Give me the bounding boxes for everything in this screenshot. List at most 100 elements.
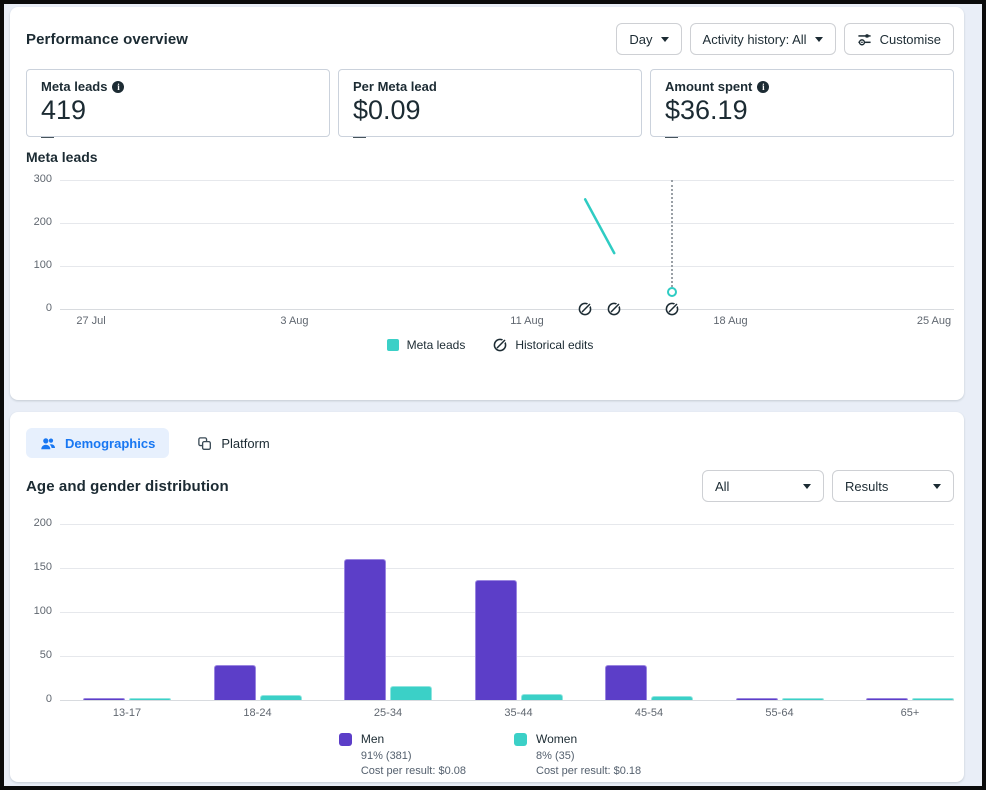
x-tick-label: 11 Aug — [510, 315, 543, 327]
leads-line — [26, 180, 954, 309]
bar-men-55-64[interactable] — [736, 698, 778, 700]
info-icon[interactable]: i — [112, 81, 124, 93]
x-tick-label: 65+ — [901, 707, 920, 719]
legend-item-meta-leads: Meta leads — [387, 338, 466, 352]
bar-women-45-54[interactable] — [651, 696, 693, 700]
historical-edit-icon[interactable] — [607, 302, 621, 316]
legend-label: Men — [361, 732, 466, 746]
bar-women-55-64[interactable] — [782, 698, 824, 700]
metric-card-meta-leads[interactable]: Meta leads i 419 — — [26, 69, 330, 137]
legend-item-women: Women 8% (35) Cost per result: $0.18 — [514, 732, 641, 779]
performance-overview-panel: Performance overview Day Activity histor… — [10, 7, 964, 400]
section-header: Age and gender distribution All Results — [26, 470, 954, 502]
metric-label: Amount spent — [665, 79, 752, 94]
metric-card-amount-spent[interactable]: Amount spent i $36.19 — — [650, 69, 954, 137]
meta-leads-chart: 300200100027 Jul3 Aug11 Aug18 Aug25 Aug — [26, 180, 954, 328]
data-point-marker[interactable] — [667, 287, 677, 297]
meta-leads-swatch — [387, 339, 399, 351]
bar-women-13-17[interactable] — [129, 698, 171, 700]
age-gender-chart: 20015010050013-1718-2425-3435-4445-5455-… — [26, 524, 954, 720]
bar-men-25-34[interactable] — [344, 559, 386, 700]
chevron-down-icon — [803, 484, 811, 489]
x-tick-label: 27 Jul — [76, 315, 105, 327]
tab-label: Platform — [221, 436, 269, 451]
x-tick-label: 18-24 — [243, 707, 271, 719]
metric-change: — — [665, 129, 939, 144]
activity-history-dropdown[interactable]: Activity history: All — [690, 23, 836, 55]
legend-cost: Cost per result: $0.18 — [536, 764, 641, 779]
legend-share: 91% (381) — [361, 749, 466, 764]
chevron-down-icon — [815, 37, 823, 42]
panel-title: Performance overview — [26, 31, 188, 48]
filter-controls: All Results — [702, 470, 954, 502]
gridline — [60, 309, 954, 310]
bar-men-35-44[interactable] — [475, 580, 517, 700]
age-gender-legend: Men 91% (381) Cost per result: $0.08 Wom… — [26, 732, 954, 779]
bar-women-35-44[interactable] — [521, 694, 563, 700]
chevron-down-icon — [933, 484, 941, 489]
gridline — [60, 568, 954, 569]
info-icon[interactable]: i — [757, 81, 769, 93]
bar-men-13-17[interactable] — [83, 698, 125, 700]
metric-label: Meta leads — [41, 79, 107, 94]
metric-change: — — [353, 129, 627, 144]
legend-share: 8% (35) — [536, 749, 641, 764]
legend-cost: Cost per result: $0.08 — [361, 764, 466, 779]
bar-men-18-24[interactable] — [214, 665, 256, 700]
legend-item-men: Men 91% (381) Cost per result: $0.08 — [339, 732, 466, 779]
activity-history-label: Activity history: All — [703, 32, 807, 47]
demographics-panel: Demographics Platform Age and gender dis… — [10, 412, 964, 782]
customise-label: Customise — [880, 32, 941, 47]
platform-icon — [197, 436, 212, 451]
header-controls: Day Activity history: All — [616, 23, 954, 55]
metric-value: $0.09 — [353, 95, 627, 126]
bar-women-25-34[interactable] — [390, 686, 432, 700]
tab-demographics[interactable]: Demographics — [26, 428, 169, 458]
x-tick-label: 35-44 — [504, 707, 532, 719]
x-tick-label: 18 Aug — [713, 315, 747, 327]
y-tick-label: 200 — [26, 517, 52, 529]
leads-chart-legend: Meta leads Historical edits — [26, 338, 954, 352]
leads-chart-title: Meta leads — [26, 149, 954, 165]
x-tick-label: 3 Aug — [280, 315, 308, 327]
filter-label: All — [715, 479, 729, 494]
historical-edit-icon[interactable] — [578, 302, 592, 316]
day-dropdown[interactable]: Day — [616, 23, 681, 55]
legend-label: Historical edits — [515, 338, 593, 352]
legend-item-historical-edits: Historical edits — [493, 338, 593, 352]
tab-platform[interactable]: Platform — [183, 428, 283, 458]
bar-men-45-54[interactable] — [605, 665, 647, 700]
bar-men-65+[interactable] — [866, 698, 908, 700]
customise-button[interactable]: Customise — [844, 23, 954, 55]
section-title: Age and gender distribution — [26, 478, 229, 495]
metric-value: 419 — [41, 95, 315, 126]
day-dropdown-label: Day — [629, 32, 652, 47]
metric-cards: Meta leads i 419 — Per Meta lead $0.09 —… — [26, 69, 954, 137]
legend-label: Women — [536, 732, 641, 746]
y-tick-label: 0 — [26, 693, 52, 705]
tab-label: Demographics — [65, 436, 155, 451]
legend-label: Meta leads — [407, 338, 466, 352]
metric-card-per-meta-lead[interactable]: Per Meta lead $0.09 — — [338, 69, 642, 137]
x-tick-label: 55-64 — [765, 707, 793, 719]
men-swatch — [339, 733, 352, 746]
gridline — [60, 700, 954, 701]
x-tick-label: 45-54 — [635, 707, 663, 719]
gridline — [60, 524, 954, 525]
bar-women-65+[interactable] — [912, 698, 954, 700]
historical-edit-icon[interactable] — [665, 302, 679, 316]
x-tick-label: 25-34 — [374, 707, 402, 719]
x-tick-label: 25 Aug — [917, 315, 951, 327]
metric-filter-dropdown[interactable]: Results — [832, 470, 954, 502]
page: Performance overview Day Activity histor… — [4, 4, 982, 782]
metric-change: — — [41, 129, 315, 144]
bar-women-18-24[interactable] — [260, 695, 302, 700]
y-tick-label: 100 — [26, 605, 52, 617]
people-icon — [40, 436, 56, 451]
filter-label: Results — [845, 479, 888, 494]
x-tick-label: 13-17 — [113, 707, 141, 719]
historical-edit-icon — [493, 338, 507, 352]
chevron-down-icon — [661, 37, 669, 42]
y-tick-label: 50 — [26, 649, 52, 661]
breakdown-filter-dropdown[interactable]: All — [702, 470, 824, 502]
